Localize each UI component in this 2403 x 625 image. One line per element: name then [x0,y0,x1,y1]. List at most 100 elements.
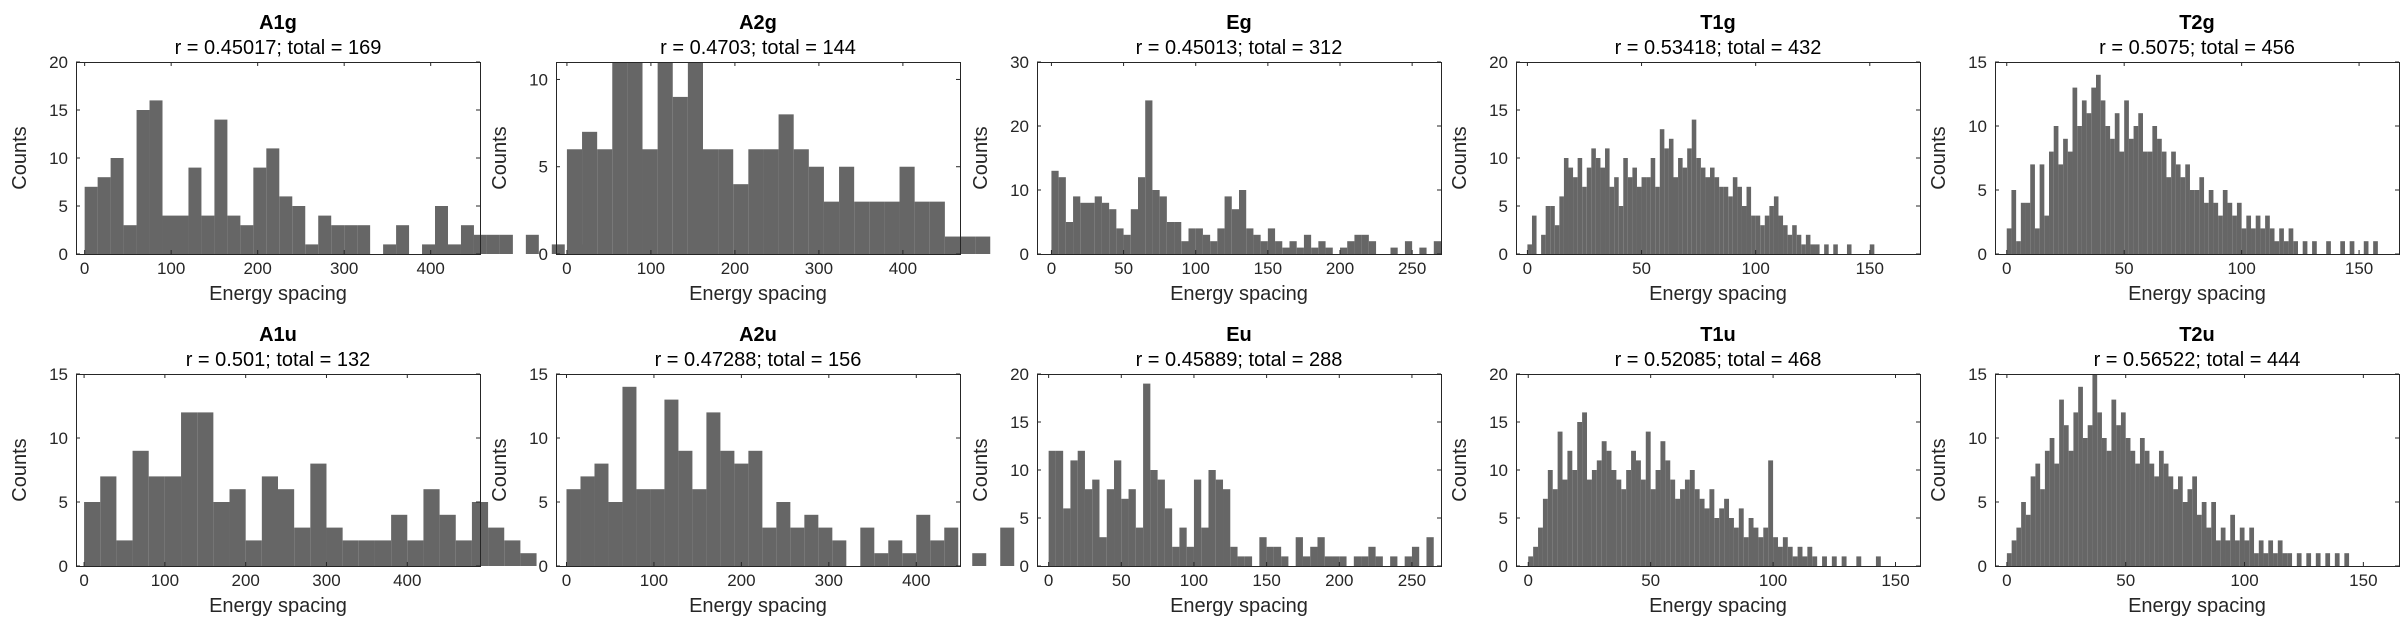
y-tick-label: 15 [49,365,68,384]
bar [2225,540,2231,566]
bar [1760,225,1765,254]
panel-subtitle: r = 0.4703; total = 144 [660,37,856,59]
y-tick-label: 15 [1968,365,1987,384]
bar [1087,202,1095,254]
bar [1805,234,1811,254]
bar [2232,215,2237,254]
bar [1627,177,1633,254]
bar [391,514,408,566]
bar [1143,383,1151,566]
bar [1764,215,1770,254]
y-axis-label: Counts [1449,126,1471,189]
bars-a2g [566,62,991,254]
bar [2334,553,2340,566]
bar [1753,527,1759,566]
bar [1317,537,1325,566]
bar [1636,186,1642,254]
bar [132,450,149,566]
panel-a2u: 0 100 200 300 400 0 5 10 15 A2u r = 0.47288; total… [489,324,1015,617]
bar [1792,556,1798,566]
bars-a1g [84,100,591,255]
bar [1065,222,1074,254]
bar [1626,470,1632,566]
panel-a2g: 0 100 200 300 400 0 5 10 A2g r = 0.4703; total = … [489,12,991,305]
bar [2124,100,2129,255]
bar [1737,186,1742,254]
x-tick-label: 0 [2002,259,2011,278]
y-tick-label: 10 [1010,461,1029,480]
bar [1000,527,1015,566]
bar [2373,241,2378,254]
bar [331,225,345,254]
x-axis-label: Energy spacing [1170,283,1308,305]
bar [1295,537,1303,566]
panel-subtitle: r = 0.501; total = 132 [186,349,371,371]
y-axis-label: Counts [1928,126,1950,189]
bar [2158,450,2164,566]
bar [1195,228,1203,254]
bar [580,476,595,566]
bar [100,476,117,566]
bar [1368,546,1376,566]
x-tick-label: 100 [2227,259,2255,278]
bar [916,514,931,566]
bar [2222,190,2228,254]
bar [84,502,101,566]
axes-frame [1995,62,2400,255]
bar [148,476,165,566]
bar [253,167,267,254]
bar [1714,177,1720,254]
bar [1777,546,1783,566]
bar [1353,556,1362,566]
bar [1758,537,1764,566]
y-tick-label: 15 [1968,53,1987,72]
bars-a1u [84,412,537,566]
bar [1783,225,1788,254]
bar [2263,553,2269,566]
x-tick-label: 200 [243,259,271,278]
bar [396,225,410,254]
panel-title: T2g [2179,12,2215,34]
bar [1733,527,1739,566]
y-axis-label: Counts [489,126,511,189]
bar [718,149,734,254]
y-tick-label: 5 [1499,509,1508,528]
bar [1145,100,1153,255]
bar [227,215,241,254]
bar [1802,556,1808,566]
y-tick-label: 15 [1489,101,1508,120]
bar [2054,463,2060,566]
x-tick-label: 100 [640,571,668,590]
bar [181,412,198,566]
bar [2260,228,2266,254]
x-axis-label: Energy spacing [1649,595,1787,617]
bar [2163,463,2169,566]
panel-subtitle: r = 0.53418; total = 432 [1615,37,1822,59]
bar [1738,508,1744,566]
bar [2063,138,2068,254]
bar [2197,514,2202,566]
bar [778,114,794,254]
bar [2199,177,2205,254]
bar [1533,546,1539,566]
x-tick-label: 0 [1047,259,1056,278]
bar [2249,527,2255,566]
x-tick-label: 200 [1326,259,1354,278]
bar [720,450,735,566]
x-axis-label: Energy spacing [689,595,827,617]
bar [551,244,565,254]
bar [1611,470,1617,566]
bar [342,540,359,566]
bar [2213,202,2219,254]
bar [488,527,505,566]
bar [622,386,637,566]
bar [2016,527,2022,566]
bar [2293,241,2298,254]
bar [2254,553,2259,566]
bar [1746,186,1752,254]
bar [2265,215,2270,254]
bar [2101,438,2107,566]
axes-frame [1037,62,1442,255]
bar [2135,463,2140,566]
bar [1123,234,1131,254]
